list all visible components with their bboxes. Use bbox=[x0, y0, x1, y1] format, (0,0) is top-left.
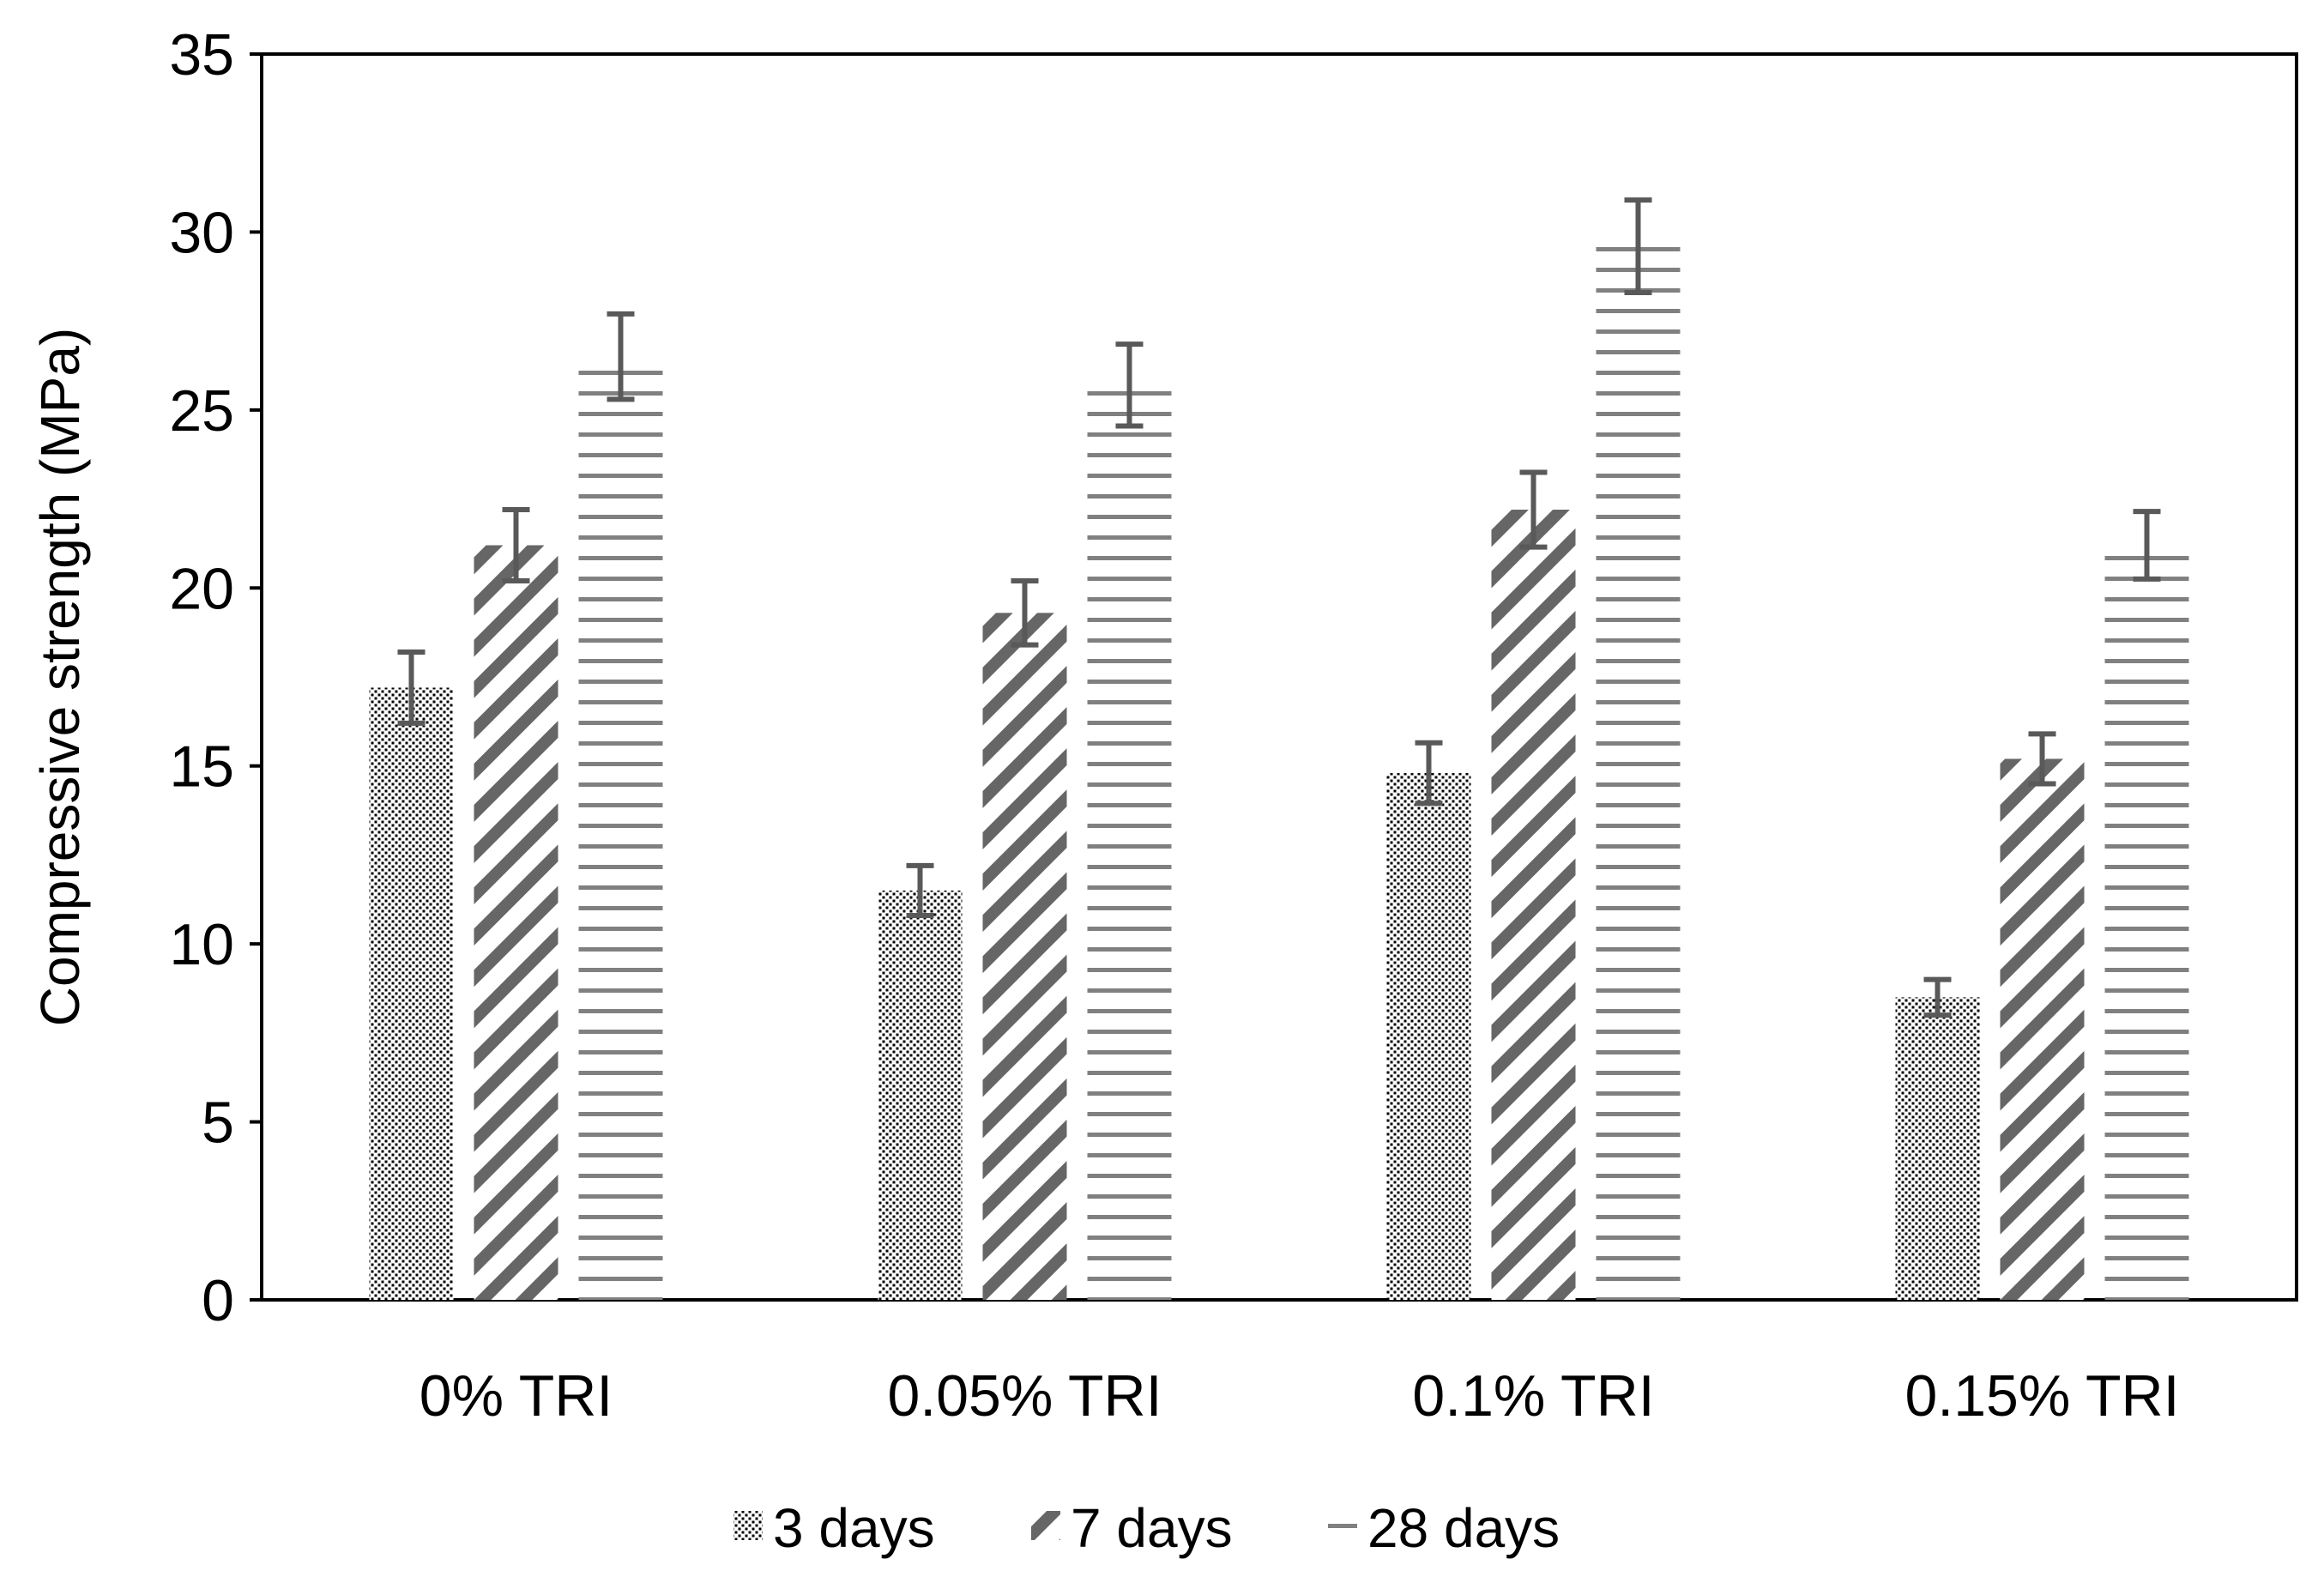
legend-swatch bbox=[1328, 1511, 1357, 1540]
y-tick-label: 0 bbox=[202, 1268, 234, 1333]
x-tick-label: 0.05% TRI bbox=[887, 1363, 1162, 1429]
bar-7-days-1 bbox=[982, 613, 1067, 1300]
legend-swatch bbox=[1031, 1511, 1060, 1540]
legend-swatch bbox=[733, 1511, 763, 1540]
legend: 3 days 7 days 28 days bbox=[733, 1497, 1560, 1559]
bar-28-days-3 bbox=[2104, 545, 2189, 1300]
y-tick-label: 30 bbox=[169, 200, 234, 265]
plot-area-frame bbox=[260, 52, 2298, 1302]
error-bar bbox=[397, 649, 426, 726]
bar-3-days-3 bbox=[1895, 997, 1980, 1300]
x-axis-labels: 0% TRI 0.05% TRI 0.1% TRI 0.15% TRI bbox=[420, 1363, 2180, 1429]
error-bar bbox=[2028, 731, 2056, 787]
legend-label: 7 days bbox=[1071, 1497, 1233, 1559]
bar-28-days-2 bbox=[1596, 246, 1681, 1301]
legend-label: 28 days bbox=[1367, 1497, 1560, 1559]
error-bar bbox=[906, 862, 934, 918]
error-bar bbox=[1115, 341, 1144, 429]
x-tick-label: 0.15% TRI bbox=[1904, 1363, 2179, 1429]
x-tick-label: 0% TRI bbox=[420, 1363, 613, 1429]
y-tick-label: 5 bbox=[202, 1091, 234, 1156]
x-tick-label: 0.1% TRI bbox=[1412, 1363, 1654, 1429]
y-axis-title: Compressive strength (MPa) bbox=[29, 328, 91, 1026]
error-bar bbox=[2133, 509, 2161, 582]
bars bbox=[369, 246, 2189, 1301]
bar-7-days-2 bbox=[1491, 510, 1576, 1300]
error-bar bbox=[607, 311, 635, 402]
error-bars bbox=[397, 197, 2161, 1018]
error-bar bbox=[1519, 469, 1548, 550]
error-bar bbox=[1415, 740, 1443, 807]
legend-item-3-days: 3 days bbox=[733, 1497, 935, 1559]
y-tick-label: 20 bbox=[169, 556, 234, 621]
y-tick-label: 25 bbox=[169, 378, 234, 444]
legend-item-7-days: 7 days bbox=[1031, 1497, 1233, 1559]
bar-3-days-0 bbox=[369, 687, 454, 1300]
legend-item-28-days: 28 days bbox=[1328, 1497, 1560, 1559]
y-tick-label: 35 bbox=[169, 22, 234, 88]
bar-28-days-0 bbox=[578, 356, 663, 1301]
error-bar bbox=[1923, 976, 1952, 1018]
y-tick-label: 10 bbox=[169, 912, 234, 977]
error-bar bbox=[1624, 197, 1652, 295]
legend-label: 3 days bbox=[773, 1497, 935, 1559]
bar-7-days-0 bbox=[474, 545, 558, 1300]
y-tick-label: 15 bbox=[169, 734, 234, 800]
y-axis-ticks: 0 5 10 15 20 25 30 35 bbox=[169, 22, 262, 1333]
bar-28-days-1 bbox=[1087, 384, 1172, 1300]
bar-3-days-1 bbox=[878, 890, 963, 1300]
bar-3-days-2 bbox=[1386, 773, 1471, 1300]
error-bar bbox=[1011, 577, 1039, 648]
error-bar bbox=[502, 507, 530, 583]
bar-7-days-3 bbox=[2000, 758, 2085, 1300]
